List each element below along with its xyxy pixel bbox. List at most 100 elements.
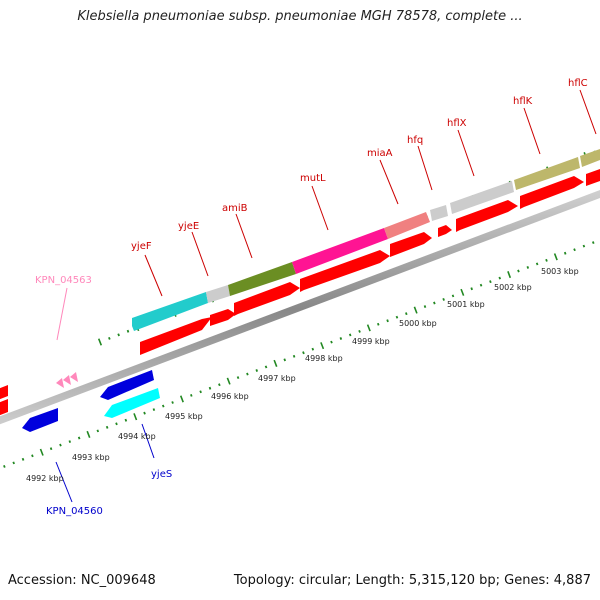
gene-arrow-KPN_04563-2[interactable] [63,375,71,385]
lower-track-minor-tick [96,429,100,433]
lower-track-minor-tick [59,443,62,447]
gene-label-KPN_04560[interactable]: KPN_04560 [46,506,103,517]
lower-track-major-tick [413,306,418,314]
lower-track-major-tick [133,413,138,421]
lower-track-minor-tick [171,401,174,404]
gene-arrow-mutL[interactable] [292,228,388,274]
gene-arrow-red-6[interactable] [438,225,452,237]
lower-track-minor-tick [339,337,343,340]
lower-track-minor-tick [526,266,530,269]
lower-track-minor-tick [143,411,146,415]
gene-arrow-red-2[interactable] [210,309,236,326]
accession-label: Accession: NC_009648 [8,573,156,588]
leader-hflK [523,107,541,155]
gene-label-hflC[interactable]: hflC [568,78,588,89]
gene-arrow-KPN_04560[interactable] [22,408,58,432]
lower-track-minor-tick [535,262,539,266]
lower-track-minor-tick [208,386,212,390]
lower-track-minor-tick [376,322,380,326]
lower-track-minor-tick [311,347,315,351]
lower-track-minor-tick [348,333,352,337]
lower-track-minor-tick [545,258,548,262]
gene-arrow-red-4[interactable] [300,250,390,292]
lower-track-minor-tick [161,404,165,408]
lower-track-major-tick [366,324,371,332]
lower-track-minor-tick [470,287,473,291]
gene-arrow-left-stub-2[interactable] [0,385,8,403]
gene-arrow-red-3[interactable] [234,282,300,316]
gene-label-miaA[interactable]: miaA [367,148,393,159]
gene-arrow-red-5[interactable] [390,232,432,257]
lower-track-minor-tick [451,294,455,298]
gene-label-yjeE[interactable]: yjeE [178,221,199,232]
scale-label-5003: 5003 kbp [541,267,579,276]
gene-arrow-hfq[interactable] [430,205,448,221]
gene-label-mutL[interactable]: mutL [300,173,326,184]
gene-arrow-miaA[interactable] [384,212,430,239]
gene-arrow-yjeE[interactable] [206,285,230,303]
scale-label-4995: 4995 kbp [165,412,203,421]
gene-arrow-hflC[interactable] [580,149,600,167]
lower-track-minor-tick [246,372,249,376]
scale-label-4997: 4997 kbp [258,374,296,383]
lower-track-minor-tick [489,280,492,284]
scale-label-4999: 4999 kbp [352,337,390,346]
gene-label-yjeS[interactable]: yjeS [151,469,172,480]
gene-label-yjeF[interactable]: yjeF [131,241,152,252]
leader-KPN_04563 [56,287,68,341]
leader-hflC [579,89,597,135]
scale-label-4993: 4993 kbp [72,453,110,462]
leader-hfq [417,145,433,191]
gene-arrow-amiB[interactable] [228,262,296,296]
gene-arrow-red-8[interactable] [520,176,584,209]
gene-arrow-yjeS[interactable] [104,388,160,418]
genome-backbone [0,190,600,425]
leader-KPN_04560 [55,461,73,503]
gene-arrow-red-1[interactable] [140,317,212,355]
scale-label-4996: 4996 kbp [211,392,249,401]
lower-track-minor-tick [264,365,268,369]
scale-label-5000: 5000 kbp [399,319,437,328]
gene-label-KPN_04563[interactable]: KPN_04563 [35,275,92,286]
gene-label-hfq[interactable]: hfq [407,135,423,146]
lower-track-minor-tick [68,440,72,444]
lower-track-minor-tick [49,447,53,451]
gene-label-amiB[interactable]: amiB [222,203,248,214]
lower-track-major-tick [460,288,465,296]
gene-arrow-blue-2[interactable] [100,370,154,400]
lower-track-minor-tick [582,244,586,248]
upper-track-minor-tick [108,336,111,340]
gene-label-hflK[interactable]: hflK [513,96,533,107]
lower-track-minor-tick [190,393,193,397]
gene-arrow-red-9[interactable] [586,169,600,186]
lower-track-minor-tick [124,418,128,422]
feature-track [0,149,600,432]
lower-track-minor-tick [330,340,333,344]
lower-track-major-tick [226,377,231,385]
lower-track-minor-tick [31,454,34,458]
gene-arrow-hflX[interactable] [450,181,514,214]
leader-yjeF [144,254,163,297]
lower-track-major-tick [179,395,184,403]
lower-track-minor-tick [563,251,567,255]
gene-arrow-yjeF[interactable] [132,292,208,331]
lower-track-minor-tick [283,358,287,362]
gene-label-hflX[interactable]: hflX [447,118,467,129]
lower-track-major-tick [86,430,91,438]
leader-miaA [379,159,399,205]
gene-arrow-hflK[interactable] [514,157,580,190]
gene-arrow-left-stub[interactable] [0,399,8,419]
lower-track-major-tick [507,271,512,279]
upper-track-major-tick [97,338,103,346]
leader-yjeE [191,231,209,277]
gene-arrow-KPN_04563-1[interactable] [56,378,64,388]
gene-arrow-red-7[interactable] [456,200,518,232]
lower-track-major-tick [273,359,278,367]
lower-track-major-tick [320,342,325,350]
lower-track-major-tick [553,253,558,261]
gene-arrow-KPN_04563-3[interactable] [70,372,78,382]
lower-track-minor-tick [405,312,408,316]
upper-track-minor-tick [126,329,130,333]
lower-track-minor-tick [302,351,305,355]
